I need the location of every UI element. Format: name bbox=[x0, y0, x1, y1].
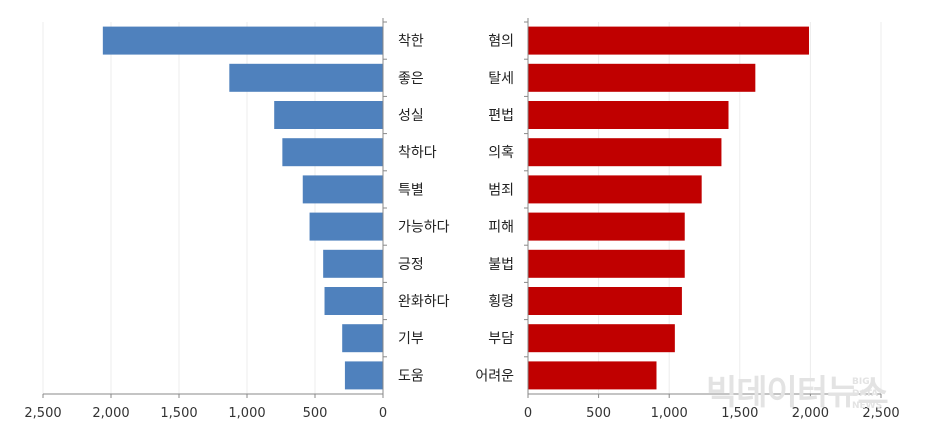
watermark-side-1: BIG bbox=[852, 377, 870, 387]
left-bar bbox=[229, 63, 383, 92]
left-tick-label: 0 bbox=[379, 406, 387, 421]
right-category-label: 혐의 bbox=[488, 34, 514, 50]
right-tick-label: 2,000 bbox=[792, 406, 829, 421]
left-category-label: 착한 bbox=[398, 34, 424, 50]
right-tick-label: 0 bbox=[524, 406, 532, 421]
watermark-side-2: DATA bbox=[852, 389, 878, 399]
right-category-label: 부담 bbox=[488, 331, 514, 347]
right-category-label: 횡령 bbox=[488, 294, 514, 310]
watermark-logo: 빅데이터뉴스 BIG DATA NEWS bbox=[706, 373, 889, 413]
left-tick-label: 2,500 bbox=[24, 406, 61, 421]
left-tick-label: 1,500 bbox=[160, 406, 197, 421]
right-category-label: 피해 bbox=[488, 220, 514, 236]
left-bar bbox=[324, 287, 383, 315]
left-bar bbox=[309, 212, 383, 241]
left-category-label: 긍정 bbox=[398, 257, 424, 273]
right-category-label: 불법 bbox=[488, 257, 514, 273]
left-category-label: 가능하다 bbox=[398, 220, 450, 236]
right-bar bbox=[528, 249, 685, 278]
left-bar bbox=[102, 26, 383, 55]
left-category-label: 특별 bbox=[398, 182, 424, 198]
left-bar bbox=[323, 249, 383, 278]
left-category-label: 기부 bbox=[398, 331, 424, 347]
right-tick-label: 1,000 bbox=[651, 406, 688, 421]
left-tick-label: 1,000 bbox=[228, 406, 265, 421]
right-bar bbox=[528, 101, 729, 129]
right-bar bbox=[528, 287, 682, 315]
right-category-label: 편법 bbox=[488, 108, 514, 124]
left-category-label: 착하다 bbox=[398, 145, 437, 161]
left-bar bbox=[342, 324, 383, 353]
right-bar bbox=[528, 212, 685, 241]
left-category-label: 완화하다 bbox=[398, 294, 450, 310]
right-bar bbox=[528, 26, 809, 55]
right-tick-label: 2,500 bbox=[862, 406, 899, 421]
right-category-label: 범죄 bbox=[488, 182, 514, 198]
right-category-label: 어려운 bbox=[475, 368, 514, 384]
left-tick-label: 500 bbox=[303, 406, 328, 421]
left-category-label: 도움 bbox=[398, 368, 424, 384]
right-category-label: 탈세 bbox=[488, 71, 514, 87]
watermark-main-text: 빅데이터뉴스 bbox=[706, 373, 888, 413]
right-bar bbox=[528, 324, 675, 353]
right-bar bbox=[528, 63, 756, 92]
left-category-label: 좋은 bbox=[398, 71, 424, 87]
left-bar bbox=[302, 175, 383, 204]
left-bar bbox=[344, 361, 383, 390]
watermark-side-3: NEWS bbox=[852, 401, 882, 411]
left-category-label: 성실 bbox=[398, 108, 424, 124]
right-bar bbox=[528, 175, 702, 204]
left-tick-label: 2,000 bbox=[92, 406, 129, 421]
right-tick-label: 500 bbox=[586, 406, 611, 421]
right-bar bbox=[528, 361, 657, 390]
right-tick-label: 1,500 bbox=[721, 406, 758, 421]
right-category-label: 의혹 bbox=[488, 145, 514, 161]
left-bar bbox=[274, 101, 383, 129]
right-bar bbox=[528, 138, 722, 167]
left-bar bbox=[282, 138, 383, 167]
